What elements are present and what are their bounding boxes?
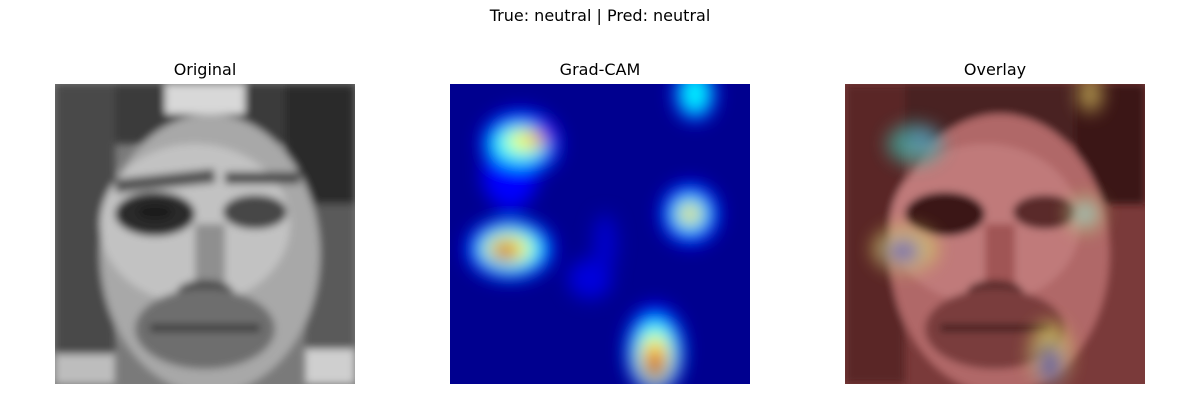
gradcam-heatmap-image bbox=[450, 84, 750, 384]
panel-title-gradcam: Grad-CAM bbox=[559, 60, 641, 79]
original-image-panel bbox=[55, 84, 355, 384]
original-face-image bbox=[55, 84, 355, 384]
panel-title-overlay: Overlay bbox=[963, 60, 1027, 79]
figure-suptitle: True: neutral | Pred: neutral bbox=[489, 6, 711, 25]
overlay-image-panel bbox=[845, 84, 1145, 384]
overlay-image bbox=[845, 84, 1145, 384]
panel-title-original: Original bbox=[173, 60, 237, 79]
gradcam-heatmap-panel bbox=[450, 84, 750, 384]
